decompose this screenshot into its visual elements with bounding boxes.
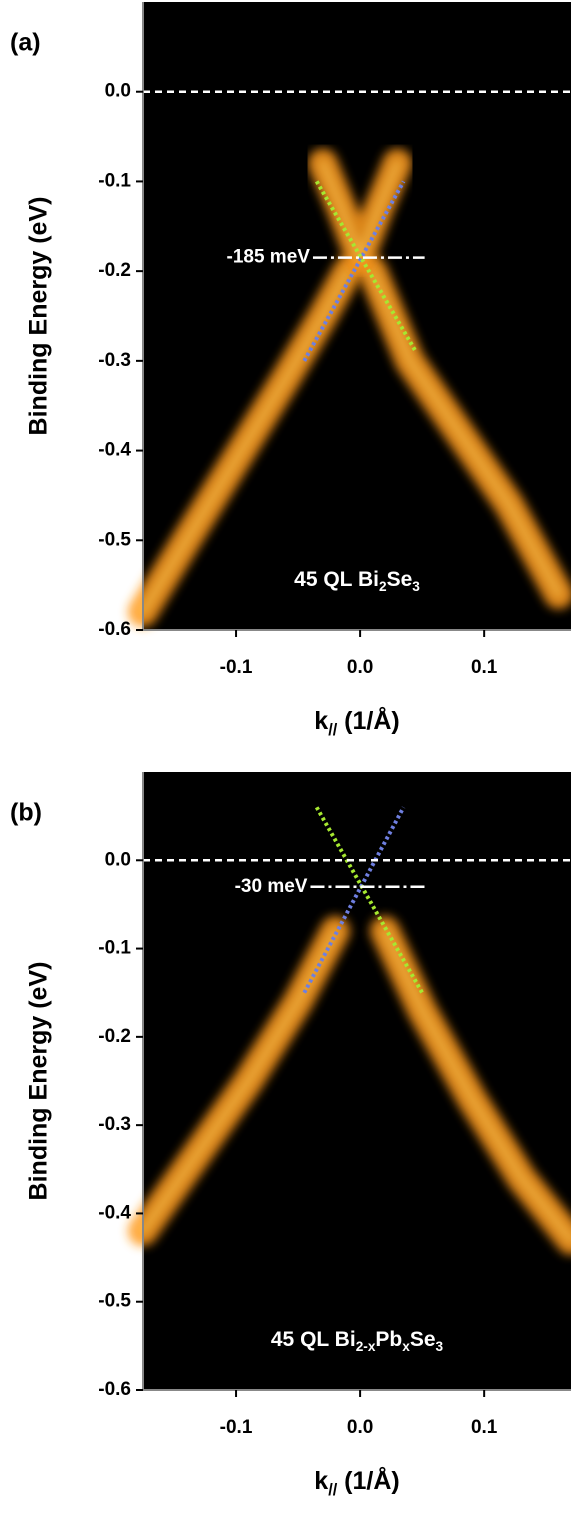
x-tick-label: 0.0 <box>347 657 373 678</box>
subscript: 2-x <box>356 1339 376 1354</box>
plot-background <box>143 772 571 1390</box>
fit-line <box>302 806 406 994</box>
subscript: // <box>328 1481 338 1499</box>
text-segment: k <box>314 1467 328 1495</box>
y-axis-label: Binding Energy (eV) <box>25 197 53 436</box>
plot-background <box>143 2 571 630</box>
text-segment: Se <box>410 1328 436 1351</box>
fit-line <box>302 180 406 362</box>
subscript: 2 <box>379 579 387 594</box>
y-tick-label: -0.5 <box>98 529 131 550</box>
reference-label: -30 meV <box>235 876 308 897</box>
sample-label: 45 QL Bi2Se3 <box>294 568 420 595</box>
text-segment: (1/Å) <box>337 1466 400 1495</box>
y-tick-label: -0.6 <box>98 619 131 640</box>
y-tick-label: -0.2 <box>98 1026 131 1047</box>
y-tick-label: -0.1 <box>98 170 131 191</box>
band-core <box>381 927 571 1244</box>
text-segment: (1/Å) <box>337 706 400 735</box>
sample-label: 45 QL Bi2-xPbxSe3 <box>271 1328 444 1355</box>
text-segment: 45 QL Bi <box>271 1328 356 1351</box>
band-core <box>369 267 563 598</box>
x-tick-label: 0.0 <box>347 1417 373 1438</box>
fit-line <box>314 180 418 353</box>
subscript: // <box>328 721 338 739</box>
y-axis-label: Binding Energy (eV) <box>25 962 53 1201</box>
y-tick-label: 0.0 <box>105 849 131 870</box>
y-tick-label: 0.0 <box>105 81 131 102</box>
x-tick-label: 0.1 <box>471 1417 498 1438</box>
panel-label: (a) <box>10 29 41 57</box>
band-core <box>139 267 352 616</box>
x-tick-label: 0.1 <box>471 657 498 678</box>
text-segment: 45 QL Bi <box>294 568 379 591</box>
subscript: 3 <box>412 579 420 594</box>
y-tick-label: -0.4 <box>98 1202 131 1223</box>
y-tick-label: -0.4 <box>98 440 131 461</box>
subscript: 3 <box>436 1339 444 1354</box>
x-axis-label: k// (1/Å) <box>314 706 399 740</box>
subscript: x <box>402 1339 410 1354</box>
y-tick-label: -0.3 <box>98 1114 131 1135</box>
y-tick-label: -0.1 <box>98 938 131 959</box>
band-core <box>139 927 339 1235</box>
text-segment: k <box>314 707 328 735</box>
x-tick-label: -0.1 <box>220 1417 253 1438</box>
y-tick-label: -0.2 <box>98 260 131 281</box>
text-segment: Pb <box>375 1328 402 1351</box>
panel-label: (b) <box>10 799 42 827</box>
x-axis-label: k// (1/Å) <box>314 1466 399 1500</box>
reference-label: -185 meV <box>227 247 311 268</box>
text-segment: Se <box>387 568 413 591</box>
y-tick-label: -0.5 <box>98 1291 131 1312</box>
y-tick-label: -0.6 <box>98 1379 131 1400</box>
y-tick-label: -0.3 <box>98 350 131 371</box>
band-core <box>319 159 401 262</box>
x-tick-label: -0.1 <box>220 657 253 678</box>
